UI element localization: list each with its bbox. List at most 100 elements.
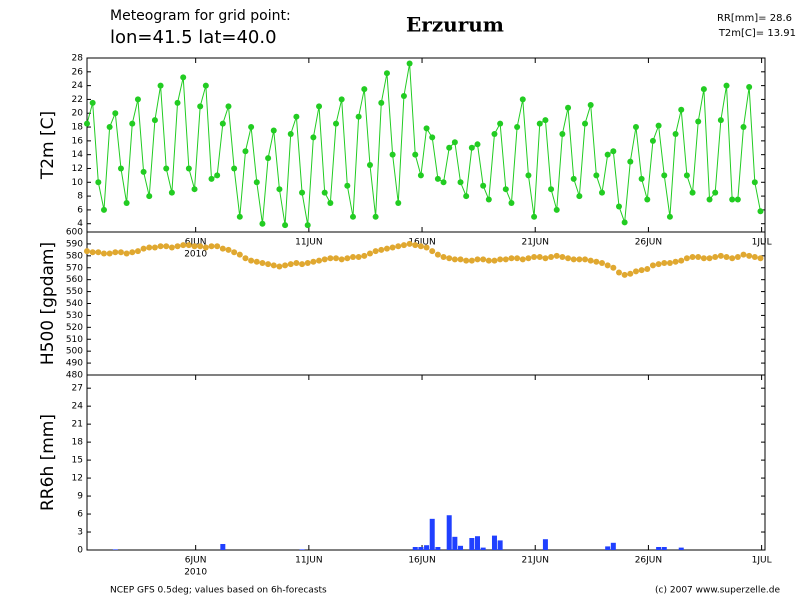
- temperature-point: [112, 110, 119, 117]
- geopotential-point: [587, 257, 594, 264]
- precip-bar: [491, 535, 497, 550]
- y-tick-label: 10: [72, 178, 84, 188]
- y-tick-label: 3: [77, 528, 83, 538]
- temperature-point: [565, 104, 572, 111]
- geopotential-point: [451, 256, 458, 263]
- temperature-point: [683, 172, 690, 179]
- x-tick-label: 11JUN: [295, 238, 322, 248]
- x-tick-label: 16JUN: [408, 556, 435, 566]
- geopotential-point: [123, 250, 130, 257]
- temperature-point: [270, 127, 277, 134]
- temperature-point: [678, 106, 685, 113]
- y-tick-label: 12: [72, 164, 83, 174]
- temperature-point: [383, 70, 390, 77]
- geopotential-point: [304, 259, 311, 266]
- geopotential-point: [276, 263, 283, 270]
- precip-bar: [220, 544, 226, 550]
- x-tick-label: 6JUN: [185, 238, 207, 248]
- geopotential-point: [383, 245, 390, 252]
- geopotential-point: [242, 255, 249, 262]
- geopotential-point: [168, 244, 175, 251]
- temperature-point: [502, 186, 509, 193]
- temperature-point: [225, 103, 232, 110]
- temperature-point: [395, 200, 402, 206]
- temperature-point: [757, 208, 764, 215]
- temperature-point: [655, 122, 662, 129]
- geopotential-point: [112, 249, 119, 256]
- y-tick-label: 550: [66, 287, 83, 297]
- footer-copyright: (c) 2007 www.superzelle.de: [655, 586, 780, 596]
- y-tick-label: 18: [72, 438, 84, 448]
- geopotential-point: [695, 254, 702, 261]
- temperature-point: [134, 96, 141, 103]
- geopotential-point: [429, 248, 436, 255]
- y-tick-label: 26: [72, 67, 84, 77]
- temperature-point: [508, 200, 515, 206]
- x-tick-label: 1JUL: [752, 556, 772, 566]
- geopotential-point: [293, 259, 300, 266]
- temperature-point: [468, 144, 475, 151]
- x-tick-label: 11JUN: [295, 556, 322, 566]
- precip-bar: [542, 539, 548, 550]
- temperature-point: [219, 120, 226, 127]
- geopotential-point: [717, 252, 724, 259]
- temperature-point: [361, 86, 368, 93]
- geopotential-point: [615, 269, 622, 276]
- y-tick-label: 18: [72, 123, 84, 133]
- geopotential-point: [84, 248, 90, 255]
- temperature-point: [599, 189, 606, 196]
- temperature-point: [700, 86, 707, 93]
- geopotential-point: [604, 262, 611, 269]
- precip-bar: [661, 547, 667, 550]
- y-axis-label: T2m [C]: [38, 111, 58, 180]
- temperature-point: [389, 151, 396, 158]
- temperature-point: [146, 193, 153, 200]
- temperature-point: [293, 113, 300, 120]
- geopotential-point: [259, 259, 266, 266]
- precip-bar: [480, 547, 486, 550]
- geopotential-point: [299, 261, 306, 268]
- temperature-point: [180, 74, 187, 81]
- temperature-point: [451, 139, 458, 146]
- geopotential-point: [157, 243, 164, 250]
- geopotential-point: [457, 256, 464, 263]
- geopotential-point: [610, 264, 617, 271]
- temperature-point: [729, 196, 736, 203]
- temperature-point: [559, 130, 566, 137]
- geopotential-point: [519, 256, 526, 263]
- precip-bar: [435, 547, 441, 550]
- temperature-point: [497, 120, 504, 127]
- geopotential-point: [225, 246, 232, 253]
- y-tick-label: 570: [66, 263, 83, 273]
- temperature-point: [236, 213, 243, 220]
- temperature-point: [123, 200, 130, 206]
- temperature-point: [593, 172, 600, 179]
- geopotential-point: [621, 271, 628, 278]
- temperature-point: [140, 168, 147, 175]
- geopotential-point: [174, 243, 181, 250]
- temperature-point: [632, 124, 639, 131]
- temperature-point: [610, 148, 617, 155]
- geopotential-point: [316, 257, 323, 264]
- geopotential-point: [287, 261, 294, 268]
- geopotential-point: [389, 244, 396, 251]
- geopotential-point: [542, 255, 549, 262]
- geopotential-point: [565, 255, 572, 262]
- geopotential-point: [406, 240, 413, 247]
- geopotential-point: [412, 242, 419, 249]
- y-tick-label: 15: [72, 456, 83, 466]
- geopotential-point: [599, 259, 606, 266]
- geopotential-point: [502, 256, 509, 263]
- geopotential-point: [236, 251, 243, 258]
- y-tick-label: 24: [72, 81, 84, 91]
- temperature-point: [480, 182, 487, 189]
- temperature-point: [723, 82, 730, 89]
- geopotential-point: [751, 254, 758, 261]
- geopotential-point: [134, 248, 141, 255]
- x-year-label: 2010: [184, 568, 207, 578]
- geopotential-point: [689, 254, 696, 261]
- y-tick-label: 590: [66, 239, 83, 249]
- geopotential-point: [366, 250, 373, 257]
- temperature-point: [355, 113, 362, 120]
- temperature-point: [191, 186, 198, 193]
